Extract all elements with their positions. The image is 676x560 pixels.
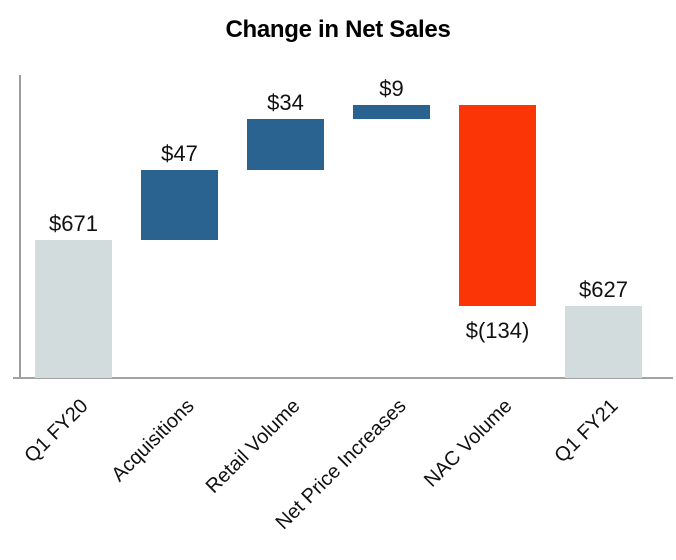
- value-label-q1-fy21: $627: [579, 277, 628, 302]
- bar-nac-volume: [459, 105, 536, 306]
- bar-net-price-increases: [353, 105, 430, 119]
- bar-q1-fy20: [35, 240, 112, 378]
- value-label-acquisitions: $47: [161, 140, 198, 166]
- y-axis-line: [19, 75, 21, 378]
- value-label-nac-volume: $(134): [465, 318, 530, 343]
- bar-acquisitions: [141, 169, 218, 240]
- chart-title: Change in Net Sales: [225, 16, 451, 43]
- bar-retail-volume: [247, 118, 324, 170]
- x-axis-line: [13, 377, 673, 379]
- value-label-q1-fy20: $671: [49, 211, 98, 236]
- value-label-retail-volume: $34: [267, 89, 304, 115]
- value-label-net-price-increases: $9: [379, 76, 404, 101]
- bar-q1-fy21: [565, 306, 642, 378]
